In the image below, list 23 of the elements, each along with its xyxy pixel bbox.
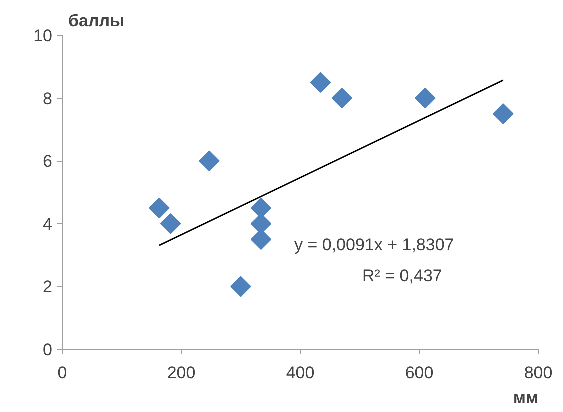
x-tick-label: 200 <box>167 364 196 382</box>
y-tick-label: 8 <box>43 89 53 108</box>
x-tick-label: 800 <box>524 364 553 382</box>
y-axis-title: баллы <box>68 12 125 30</box>
point <box>149 198 170 219</box>
y-tick-label: 10 <box>34 26 53 46</box>
y-tick-label: 0 <box>43 340 53 360</box>
y-tick-label: 4 <box>43 214 53 234</box>
point <box>492 104 514 124</box>
x-tick-label: 600 <box>405 364 434 382</box>
point <box>310 72 332 93</box>
annotation: R² = 0,437 <box>362 266 442 286</box>
x-tick-label: 400 <box>286 364 315 382</box>
y-tick-label: 2 <box>43 278 53 297</box>
point <box>199 150 220 172</box>
point <box>230 276 252 298</box>
x-axis-title: мм <box>513 388 539 408</box>
y-tick-label: 6 <box>43 152 53 172</box>
point <box>415 88 436 109</box>
x-tick-label: 0 <box>58 364 68 382</box>
point <box>160 214 182 234</box>
point <box>332 88 353 109</box>
annotation: y = 0,0091x + 1,8307 <box>294 236 454 254</box>
